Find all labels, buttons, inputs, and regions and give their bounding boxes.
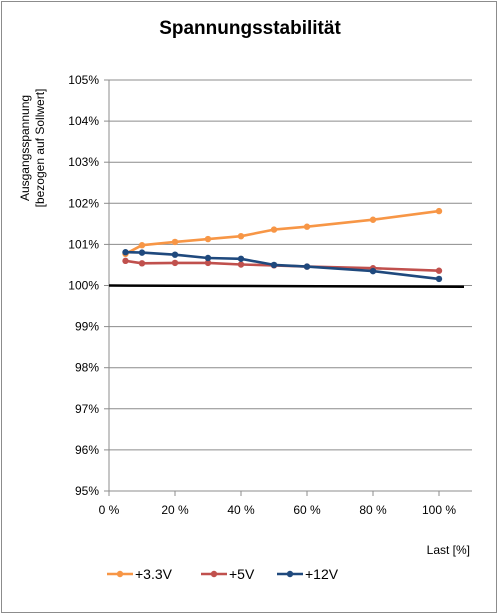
data-point <box>237 255 245 262</box>
legend-label: +3.3V <box>135 566 173 582</box>
data-point <box>270 226 278 233</box>
data-point <box>435 207 443 215</box>
data-point <box>171 259 179 267</box>
y-tick-label: 97% <box>75 402 99 416</box>
x-tick-label: 0 % <box>99 503 120 517</box>
reference-line-100 <box>108 284 465 288</box>
axis-layer: 95% 96% 97% 98% 99% 100% 101% 102% 103% 104% 105% 0… <box>68 73 472 517</box>
data-point <box>138 242 146 249</box>
y-tick-label: 95% <box>75 484 99 498</box>
data-point <box>237 232 245 240</box>
series-line <box>124 209 440 256</box>
data-point <box>171 238 179 246</box>
x-tick-label: 40 % <box>227 503 255 517</box>
data-point <box>270 261 278 269</box>
data-point <box>204 235 212 243</box>
y-tick-label: 100% <box>68 279 99 293</box>
series-3 <box>122 249 443 283</box>
data-point <box>204 259 212 267</box>
data-point <box>204 254 212 262</box>
y-axis-label-line-2: [bezogen auf Sollwert] <box>33 89 47 208</box>
y-tick-label: 98% <box>75 361 99 375</box>
data-point <box>369 267 377 275</box>
legend-marker <box>116 570 124 578</box>
data-point <box>122 257 129 265</box>
y-tick-label: 102% <box>68 196 99 210</box>
data-point <box>435 275 443 283</box>
data-point <box>237 261 245 268</box>
data-point <box>138 249 146 256</box>
x-axis-label: Last [%] <box>427 543 470 557</box>
y-tick-label: 99% <box>75 320 99 334</box>
x-tick-label: 80 % <box>359 503 387 517</box>
legend-marker <box>210 570 218 578</box>
series-1 <box>122 207 443 258</box>
x-tick-label: 20 % <box>161 503 189 517</box>
data-point <box>138 260 146 267</box>
y-tick-label: 96% <box>75 443 99 457</box>
legend-marker <box>286 570 294 578</box>
y-axis-label-line-1: Ausgangsspannung <box>18 95 32 201</box>
data-point <box>435 267 443 274</box>
legend-entry: +5V <box>201 566 255 582</box>
chart-title: Spannungsstabilität <box>159 18 341 39</box>
data-point <box>171 251 179 258</box>
y-tick-label: 104% <box>68 114 99 128</box>
legend-label: +12V <box>305 566 339 582</box>
legend-entry: +12V <box>277 566 339 582</box>
y-tick-label: 101% <box>68 237 99 251</box>
legend-entry: +3.3V <box>107 566 173 582</box>
data-point <box>122 249 129 256</box>
series-layer <box>108 207 465 288</box>
y-tick-label: 105% <box>68 73 99 87</box>
legend: +3.3V +5V +12V <box>107 566 339 582</box>
x-tick-label: 60 % <box>293 503 321 517</box>
x-tick-label: 100 % <box>422 503 456 517</box>
data-point <box>303 263 311 270</box>
y-tick-label: 103% <box>68 155 99 169</box>
data-point <box>369 216 377 223</box>
data-point <box>303 223 311 230</box>
legend-label: +5V <box>229 566 255 582</box>
